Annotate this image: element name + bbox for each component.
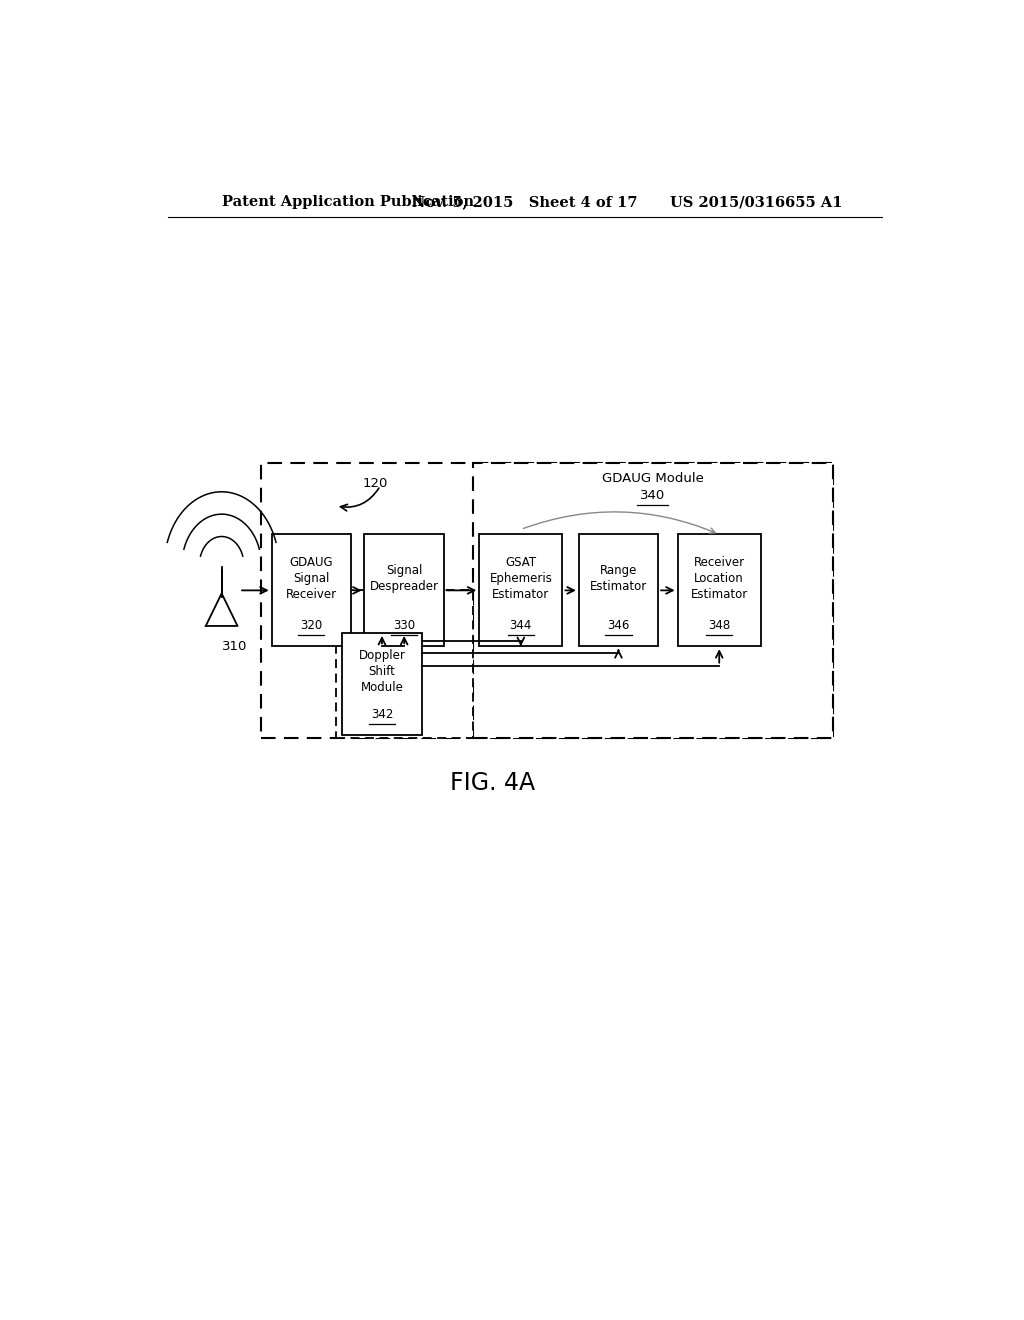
Text: 344: 344 [510,619,532,632]
Text: 310: 310 [221,640,247,653]
Bar [473,463,833,738]
Text: 120: 120 [362,477,387,490]
Text: FIG. 4A: FIG. 4A [451,771,536,796]
Bar [261,463,833,738]
Bar [336,590,473,738]
Text: 348: 348 [709,619,730,632]
Text: Doppler
Shift
Module: Doppler Shift Module [358,649,406,694]
Text: US 2015/0316655 A1: US 2015/0316655 A1 [670,195,842,209]
Text: GDAUG Module: GDAUG Module [602,473,703,484]
Text: GSAT
Ephemeris
Estimator: GSAT Ephemeris Estimator [489,556,552,601]
Text: 330: 330 [393,619,416,632]
Bar [579,535,658,647]
Bar [678,535,761,647]
Bar [342,634,422,735]
Text: GDAUG
Signal
Receiver: GDAUG Signal Receiver [286,556,337,601]
Bar [479,535,562,647]
Bar [271,535,351,647]
Text: Patent Application Publication: Patent Application Publication [221,195,474,209]
Text: 342: 342 [371,708,393,721]
Text: 340: 340 [640,490,666,503]
Bar [365,535,443,647]
Text: Nov. 5, 2015   Sheet 4 of 17: Nov. 5, 2015 Sheet 4 of 17 [412,195,638,209]
Text: Receiver
Location
Estimator: Receiver Location Estimator [690,556,748,601]
Text: Signal
Despreader: Signal Despreader [370,564,438,593]
Text: 320: 320 [300,619,323,632]
Text: Range
Estimator: Range Estimator [590,564,647,593]
Text: 346: 346 [607,619,630,632]
